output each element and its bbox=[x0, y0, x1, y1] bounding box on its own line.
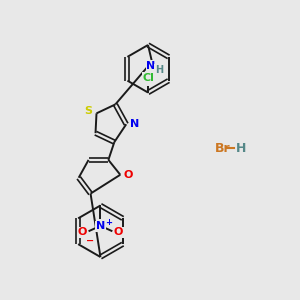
Text: H: H bbox=[155, 65, 163, 75]
Text: Cl: Cl bbox=[142, 73, 154, 82]
Text: N: N bbox=[146, 61, 156, 71]
Text: H: H bbox=[236, 142, 247, 154]
Text: O: O bbox=[114, 227, 123, 237]
Text: N: N bbox=[130, 119, 139, 129]
Text: −: − bbox=[85, 236, 94, 246]
Text: N: N bbox=[96, 221, 105, 231]
Text: O: O bbox=[78, 227, 87, 237]
Text: Br: Br bbox=[214, 142, 230, 154]
Text: +: + bbox=[105, 218, 112, 227]
Text: O: O bbox=[124, 170, 133, 180]
Text: S: S bbox=[85, 106, 93, 116]
